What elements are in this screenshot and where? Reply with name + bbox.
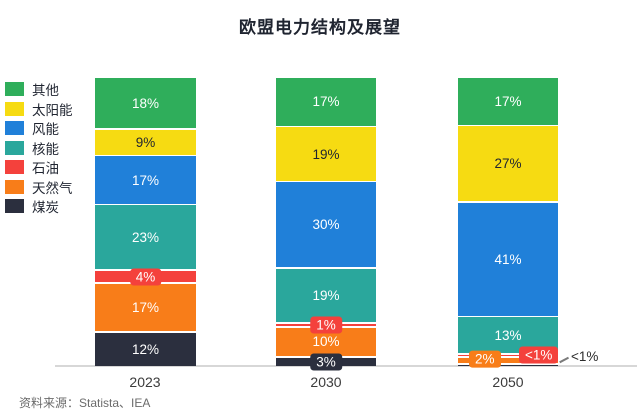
bar-segment-2023-天然气: 17%	[95, 283, 196, 332]
segment-label: 17%	[131, 299, 160, 315]
annotation-leader-line	[559, 356, 569, 363]
legend-label-4: 石油	[32, 161, 59, 176]
segment-label-badge: 1%	[310, 316, 342, 334]
segment-label: 19%	[312, 146, 340, 162]
segment-label: 9%	[135, 134, 156, 150]
segment-label-badge: 2%	[469, 350, 501, 368]
segment-label-badge: 4%	[129, 268, 162, 286]
legend-item-0: 其他	[5, 82, 73, 98]
segment-label: 23%	[131, 229, 160, 245]
segment-label: 10%	[312, 334, 340, 350]
legend-label-5: 天然气	[32, 180, 73, 196]
segment-label: 17%	[312, 94, 340, 110]
segment-label: 12%	[131, 341, 160, 357]
bar-segment-2050-其他: 17%	[458, 78, 558, 125]
legend-label-2: 风能	[32, 122, 59, 137]
bar-segment-2030-石油: 1%	[276, 316, 376, 334]
legend-item-5: 天然气	[5, 179, 73, 196]
legend-item-6: 煤炭	[5, 199, 73, 215]
bar-2030: 17% 19% 30% 19% 1% 10% 3%	[276, 78, 376, 371]
bar-segment-2030-风能: 30%	[276, 182, 376, 267]
legend: 其他太阳能风能核能石油天然气煤炭	[5, 82, 73, 215]
external-annotation: <1%	[571, 349, 599, 364]
segment-label-badge: <1%	[519, 346, 559, 364]
bar-segment-2023-煤炭: 12%	[95, 332, 196, 367]
segment-label: 18%	[131, 95, 160, 111]
legend-swatch-4	[5, 160, 24, 174]
legend-swatch-2	[5, 121, 24, 135]
x-tick-2023: 2023	[129, 374, 161, 390]
bar-segment-2030-其他: 17%	[276, 78, 376, 126]
bar-segment-2023-核能: 23%	[95, 205, 196, 270]
legend-label-1: 太阳能	[32, 102, 73, 118]
bar-segment-2030-煤炭: 3%	[276, 353, 376, 371]
legend-label-6: 煤炭	[32, 200, 59, 215]
bar-segment-2050-天然气: 2%	[458, 350, 558, 368]
segment-label: 19%	[312, 287, 340, 303]
segment-label: 17%	[494, 93, 522, 109]
bar-segment-2050-太阳能: 27%	[458, 126, 558, 202]
segment-label: 30%	[312, 217, 340, 233]
x-tick-2030: 2030	[310, 374, 342, 390]
legend-item-2: 风能	[5, 121, 73, 137]
legend-label-3: 核能	[32, 141, 59, 157]
legend-swatch-0	[5, 82, 24, 96]
source-note: 资料来源：Statista、IEA	[19, 396, 151, 410]
legend-item-4: 石油	[5, 160, 73, 176]
bar-segment-2023-风能: 17%	[95, 156, 196, 204]
legend-swatch-1	[5, 101, 24, 116]
legend-item-1: 太阳能	[5, 101, 73, 118]
bar-segment-2030-太阳能: 19%	[276, 127, 376, 181]
bar-segment-2030-核能: 19%	[276, 268, 376, 323]
legend-swatch-5	[5, 179, 24, 194]
bar-segment-2050-风能: 41%	[458, 202, 558, 316]
segment-label: 13%	[494, 327, 522, 343]
segment-label: 17%	[131, 172, 160, 188]
segment-label: 41%	[494, 251, 522, 267]
x-tick-2050: 2050	[492, 374, 524, 390]
legend-label-0: 其他	[32, 83, 59, 98]
bar-2023: 18% 9% 17% 23% 4% 17% 12%	[95, 78, 196, 367]
legend-swatch-6	[5, 199, 24, 213]
chart-title: 欧盟电力结构及展望	[239, 18, 401, 37]
legend-item-3: 核能	[5, 140, 73, 157]
segment-label-badge: 3%	[310, 353, 342, 371]
legend-swatch-3	[5, 140, 24, 155]
bar-segment-2023-太阳能: 9%	[95, 129, 196, 155]
bar-segment-2023-其他: 18%	[95, 78, 196, 129]
bar-segment-2023-石油: 4%	[95, 268, 196, 286]
bar-segment-2050-煤炭	[458, 364, 558, 366]
segment-label: 27%	[494, 156, 522, 172]
bar-segment-2050-石油: <1%	[458, 346, 559, 364]
bar-2050: 17% 27% 41% 13% <1% 2% <1%	[458, 78, 598, 368]
